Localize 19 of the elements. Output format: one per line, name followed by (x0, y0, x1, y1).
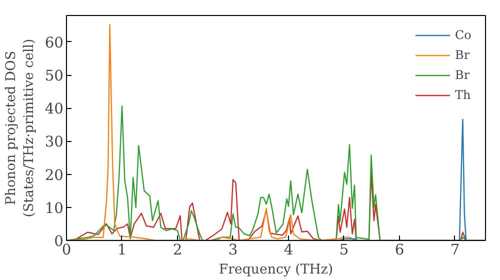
y-tick-label: 30 (44, 134, 64, 151)
legend-label: Th (455, 88, 472, 102)
y-tick-label: 10 (44, 200, 64, 217)
x-tick-label: 2 (172, 242, 182, 258)
legend-label: Br (455, 68, 471, 82)
legend-label: Co (455, 28, 472, 42)
legend-label: Br (455, 48, 471, 62)
y-tick-label: 60 (44, 34, 64, 52)
y-axis-title: Phonon projected DOS (States/THz·primitive cell) (4, 38, 37, 218)
x-tick-label: 3 (228, 242, 238, 258)
x-tick-label: 6 (394, 242, 404, 258)
x-tick-label: 7 (450, 242, 460, 258)
x-axis-title: Frequency (THz) (218, 262, 334, 278)
x-tick-label: 4 (284, 242, 294, 258)
y-tick-label: 20 (44, 166, 64, 184)
x-tick-label: 1 (117, 242, 127, 258)
y-tick-label: 50 (44, 68, 64, 85)
y-tick-label: 40 (44, 100, 64, 118)
x-tick-label: 5 (339, 242, 349, 258)
